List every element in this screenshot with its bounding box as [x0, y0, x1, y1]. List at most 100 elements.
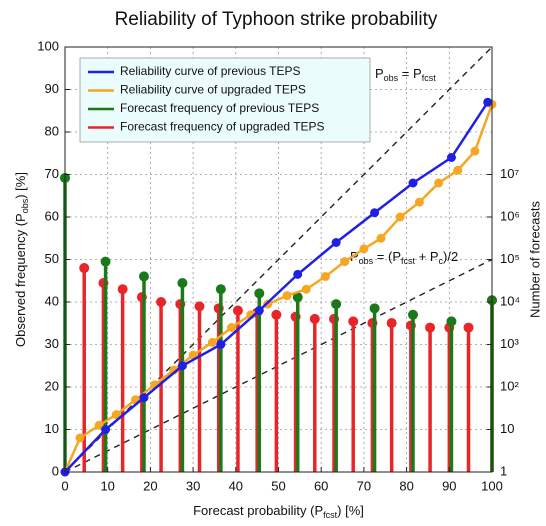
- y-tick-label: 40: [45, 293, 59, 308]
- frequency-dot: [156, 297, 167, 307]
- reliability-point: [320, 272, 330, 281]
- y-tick-label: 80: [45, 123, 59, 138]
- reliability-point: [340, 257, 350, 267]
- x-tick-label: 70: [357, 478, 371, 493]
- frequency-dot: [463, 322, 474, 333]
- reliability-point: [359, 244, 369, 254]
- y2-tick-label: 10²: [500, 378, 519, 393]
- x-axis-label: Forecast probability (Pfcst) [%]: [193, 503, 364, 520]
- annotation-part: fcst: [401, 256, 416, 266]
- frequency-dot: [138, 271, 149, 282]
- y-tick-label: 50: [45, 251, 59, 266]
- y2-tick-label: 10⁴: [500, 293, 520, 308]
- reliability-point: [254, 306, 264, 315]
- y-tick-label: 70: [45, 166, 59, 181]
- annotation-part: )/2: [443, 249, 458, 264]
- x-tick-label: 50: [271, 478, 285, 493]
- reliability-line: [64, 101, 489, 473]
- frequency-dot: [215, 284, 226, 295]
- y2-tick-label: 10⁵: [500, 251, 520, 266]
- y-axis-label: Observed frequency (Pobs) [%]: [13, 172, 30, 347]
- y-tick-label: 100: [37, 38, 59, 53]
- x-axis-label-part: fcst: [323, 510, 338, 520]
- annotation-part: fcst: [422, 73, 437, 83]
- frequency-dot: [292, 292, 303, 303]
- x-tick-label: 20: [143, 478, 157, 493]
- x-axis-label-part: Forecast probability (P: [193, 503, 323, 518]
- y2-tick-label: 10: [500, 421, 514, 436]
- legend-label: Reliability curve of upgraded TEPS: [120, 83, 306, 97]
- frequency-dot: [348, 316, 359, 327]
- frequency-dot: [386, 318, 397, 329]
- frequency-dot: [194, 301, 205, 312]
- frequency-dot: [446, 316, 457, 327]
- annotation-part: P: [375, 66, 384, 81]
- y2-tick-label: 10⁷: [500, 166, 519, 181]
- y-tick-label: 10: [45, 421, 59, 436]
- annotation-part: P: [350, 249, 359, 264]
- reliability-point: [216, 340, 226, 349]
- y-axis-label-part: ) [%]: [13, 172, 28, 199]
- frequency-dot: [425, 322, 436, 333]
- frequency-dot: [177, 277, 188, 288]
- y-axis-label-part: obs: [20, 198, 30, 213]
- y2-tick-label: 10³: [500, 336, 519, 351]
- annotation-part: obs: [359, 256, 374, 266]
- reliability-point: [414, 197, 424, 207]
- x-tick-label: 100: [481, 478, 503, 493]
- legend-label: Forecast frequency of previous TEPS: [120, 101, 319, 115]
- reliability-point: [293, 269, 303, 279]
- frequency-dot: [100, 256, 111, 267]
- y-axis-label-part: Observed frequency (P: [13, 213, 28, 347]
- reliability-point: [370, 208, 380, 218]
- reliability-point: [282, 291, 292, 301]
- reliability-point: [376, 233, 386, 243]
- frequency-dot: [408, 309, 419, 320]
- reliability-point: [408, 178, 418, 188]
- y-tick-label: 60: [45, 208, 59, 223]
- annotation: Pobs = (Pfcst + Pc)/2: [350, 249, 458, 266]
- y-tick-label: 90: [45, 81, 59, 96]
- reliability-point: [101, 425, 111, 434]
- legend-label: Forecast frequency of upgraded TEPS: [120, 120, 325, 134]
- reliability-point: [139, 393, 149, 403]
- x-axis-label-part: ) [%]: [337, 503, 364, 518]
- y2-tick-label: 10⁶: [500, 208, 520, 223]
- annotation: Pobs = Pfcst: [375, 66, 436, 83]
- reliability-point: [111, 410, 121, 420]
- reliability-point: [395, 212, 405, 222]
- x-tick-label: 60: [314, 478, 328, 493]
- x-tick-label: 30: [186, 478, 200, 493]
- frequency-dot: [79, 263, 90, 274]
- frequency-dot: [117, 284, 128, 295]
- reliability-point: [483, 97, 493, 107]
- y-tick-label: 0: [52, 463, 59, 478]
- annotation-part: + P: [415, 249, 439, 264]
- legend-label: Reliability curve of previous TEPS: [120, 64, 301, 78]
- reliability-point: [470, 146, 480, 156]
- reliability-point: [301, 284, 311, 294]
- annotation-part: obs: [384, 73, 399, 83]
- reliability-point: [75, 433, 85, 443]
- chart-title: Reliability of Typhoon strike probabilit…: [115, 9, 438, 30]
- frequency-dot: [271, 309, 282, 320]
- x-tick-label: 40: [229, 478, 243, 493]
- legend-box: [79, 57, 371, 143]
- reliability-point: [94, 420, 104, 430]
- y2-axis-label: Number of forecasts: [527, 200, 542, 318]
- reliability-point: [453, 165, 463, 175]
- y2-tick-label: 1: [500, 463, 507, 478]
- frequency-dot: [331, 299, 342, 310]
- x-tick-label: 0: [61, 478, 68, 493]
- x-tick-label: 10: [100, 478, 114, 493]
- frequency-dot: [369, 303, 380, 314]
- reliability-point: [227, 323, 237, 332]
- annotation-part: = (P: [373, 249, 401, 264]
- reliability-point: [207, 337, 217, 347]
- y-tick-label: 30: [45, 336, 59, 351]
- reliability-point: [434, 178, 444, 188]
- y-tick-label: 20: [45, 378, 59, 393]
- frequency-dot: [232, 305, 243, 316]
- reference-line: [64, 258, 493, 473]
